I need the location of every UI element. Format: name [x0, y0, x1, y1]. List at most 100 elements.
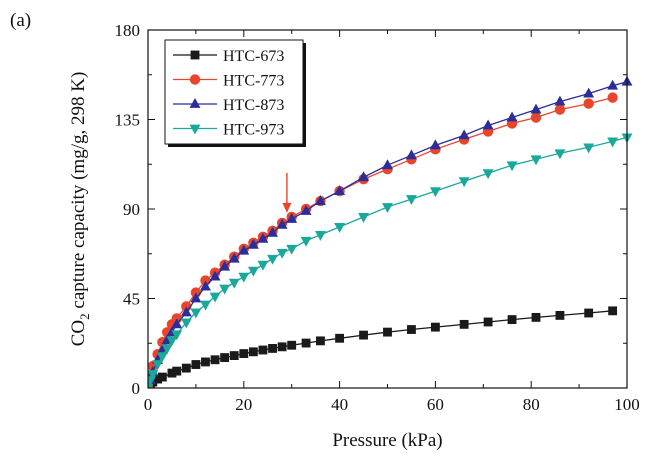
data-point — [157, 372, 167, 382]
data-point — [268, 344, 277, 353]
data-point — [458, 177, 470, 188]
data-point — [407, 325, 416, 334]
legend-marker — [189, 74, 201, 85]
data-point — [607, 137, 619, 148]
data-point — [287, 340, 297, 350]
data-point — [258, 345, 268, 355]
data-point — [166, 336, 178, 347]
y-axis-title-prefix: CO — [68, 320, 89, 346]
data-point — [300, 236, 312, 247]
data-point — [507, 315, 517, 325]
legend-entry: HTC-773 — [173, 73, 284, 90]
data-point — [405, 195, 417, 206]
data-point — [228, 252, 240, 263]
data-point — [201, 357, 210, 367]
data-point — [257, 260, 269, 271]
data-point — [583, 98, 594, 109]
data-point — [191, 360, 201, 369]
y-axis-title: CO2 capture capacity (mg/g, 298 K) — [68, 72, 92, 347]
legend-entry: HTC-673 — [173, 48, 284, 65]
data-point — [483, 317, 493, 327]
data-point — [148, 370, 159, 381]
data-point — [267, 254, 278, 265]
data-point — [209, 270, 221, 281]
legend-label: HTC-973 — [223, 122, 284, 139]
data-point — [583, 87, 595, 98]
legend-label: HTC-873 — [223, 97, 284, 114]
data-point — [247, 238, 259, 249]
series-htc-673 — [148, 306, 618, 388]
data-point — [334, 185, 346, 195]
data-point — [607, 79, 619, 90]
legend-entry: HTC-973 — [173, 122, 284, 139]
data-point — [286, 212, 298, 223]
data-point — [382, 203, 393, 213]
legend: HTC-673 HTC-773 HTC-873 HTC-973 — [164, 39, 306, 147]
data-point — [248, 347, 258, 357]
data-point — [171, 330, 183, 341]
y-axis-title-subscript: 2 — [77, 313, 92, 320]
data-point — [530, 103, 542, 114]
data-point — [506, 111, 518, 122]
data-point — [171, 318, 183, 329]
data-point — [429, 187, 441, 198]
data-point — [555, 310, 565, 320]
data-point — [190, 308, 202, 319]
data-point — [301, 338, 311, 348]
data-point — [219, 284, 231, 295]
y-tick-label: 135 — [115, 111, 141, 130]
data-point — [429, 139, 441, 150]
y-tick-label: 0 — [132, 379, 141, 398]
data-point — [583, 143, 595, 154]
data-point — [210, 355, 220, 365]
data-point — [382, 159, 393, 170]
data-point — [316, 336, 325, 346]
data-point — [358, 171, 370, 182]
data-point — [200, 280, 211, 291]
data-point — [277, 342, 287, 352]
series-htc-973 — [148, 133, 633, 388]
data-point — [148, 384, 154, 388]
series-line-htc-673 — [148, 310, 613, 388]
data-point — [554, 149, 566, 160]
data-point — [220, 353, 230, 362]
data-point — [482, 169, 494, 180]
data-point — [314, 195, 326, 205]
data-point — [209, 292, 221, 303]
data-point — [181, 363, 191, 373]
x-tick-label: 100 — [614, 395, 640, 414]
data-point — [239, 349, 249, 359]
data-point — [180, 306, 192, 317]
data-point — [228, 278, 240, 289]
data-point — [161, 344, 173, 355]
legend-marker — [190, 50, 200, 60]
data-point — [247, 266, 259, 277]
legend-box — [164, 39, 304, 145]
data-point — [257, 232, 269, 243]
x-tick-label: 80 — [523, 395, 540, 414]
data-point — [172, 366, 182, 376]
data-point — [238, 272, 250, 283]
data-point — [219, 260, 231, 271]
x-tick-label: 40 — [331, 395, 348, 414]
legend-label: HTC-773 — [223, 73, 284, 90]
data-point — [152, 360, 164, 371]
data-point — [300, 205, 312, 215]
data-point — [334, 223, 346, 233]
y-tick-label: 180 — [115, 21, 141, 40]
data-point — [359, 330, 368, 340]
series-layer — [148, 75, 633, 388]
data-point — [459, 319, 469, 329]
data-point — [286, 244, 298, 255]
data-point — [238, 244, 250, 255]
data-point — [584, 308, 594, 318]
x-tick-label: 20 — [235, 395, 252, 414]
data-point — [482, 119, 494, 130]
data-point — [267, 226, 278, 237]
data-point — [200, 300, 211, 311]
legend-label: HTC-673 — [223, 48, 284, 65]
data-point — [530, 155, 542, 166]
data-point — [180, 318, 192, 329]
x-axis-title: Pressure (kPa) — [332, 430, 442, 451]
